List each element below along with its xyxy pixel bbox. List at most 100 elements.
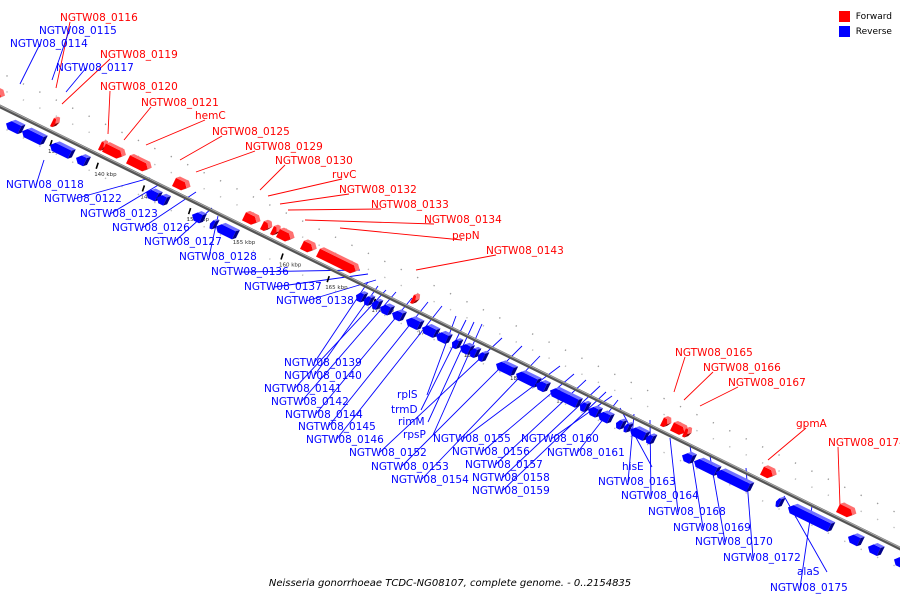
reverse-gene[interactable] bbox=[866, 540, 885, 557]
forward-gene-label[interactable]: ruvC bbox=[332, 169, 357, 181]
reverse-gene-label[interactable]: rplS bbox=[397, 389, 418, 401]
reverse-gene-label[interactable]: NGTW08_0145 bbox=[298, 421, 376, 433]
forward-gene-label[interactable]: gpmA bbox=[796, 418, 828, 430]
reverse-gene-label[interactable]: NGTW08_0170 bbox=[695, 536, 773, 548]
reverse-gene-label[interactable]: NGTW08_0146 bbox=[306, 434, 384, 446]
forward-gene-label[interactable]: NGTW08_0120 bbox=[100, 81, 178, 93]
reverse-gene[interactable] bbox=[434, 328, 453, 345]
reverse-gene[interactable] bbox=[354, 289, 369, 304]
reverse-gene[interactable] bbox=[786, 501, 836, 533]
forward-gene[interactable] bbox=[682, 426, 694, 440]
reverse-gene-label[interactable]: hisE bbox=[622, 461, 644, 473]
reverse-gene[interactable] bbox=[548, 384, 583, 409]
forward-gene[interactable] bbox=[410, 292, 422, 306]
reverse-gene[interactable] bbox=[846, 530, 865, 547]
reverse-gene[interactable] bbox=[208, 217, 220, 231]
reverse-gene[interactable] bbox=[420, 321, 441, 339]
reverse-gene[interactable] bbox=[390, 306, 407, 323]
reverse-gene-label[interactable]: NGTW08_0139 bbox=[284, 357, 362, 369]
reverse-gene[interactable] bbox=[370, 296, 384, 311]
forward-gene[interactable] bbox=[276, 226, 297, 244]
reverse-gene-label[interactable]: NGTW08_0155 bbox=[433, 433, 511, 445]
forward-gene-label[interactable]: NGTW08_0166 bbox=[703, 362, 781, 374]
reverse-gene-label[interactable]: NGTW08_0154 bbox=[391, 474, 469, 486]
forward-gene-label[interactable]: NGTW08_0132 bbox=[339, 184, 417, 196]
reverse-gene-label[interactable]: NGTW08_0117 bbox=[56, 62, 134, 74]
reverse-gene[interactable] bbox=[614, 416, 628, 431]
reverse-gene[interactable] bbox=[892, 553, 900, 571]
reverse-gene[interactable] bbox=[450, 336, 464, 351]
reverse-gene-label[interactable]: NGTW08_0142 bbox=[271, 396, 349, 408]
reverse-gene[interactable] bbox=[514, 367, 542, 389]
reverse-gene[interactable] bbox=[214, 220, 240, 241]
reverse-gene-label[interactable]: NGTW08_0164 bbox=[621, 490, 699, 502]
reverse-gene-label[interactable]: NGTW08_0114 bbox=[10, 38, 88, 50]
reverse-gene-label[interactable]: NGTW08_0140 bbox=[284, 370, 362, 382]
reverse-gene[interactable] bbox=[404, 313, 425, 331]
forward-gene-label[interactable]: NGTW08_0130 bbox=[275, 155, 353, 167]
forward-gene-label[interactable]: NGTW08_0129 bbox=[245, 141, 323, 153]
reverse-gene[interactable] bbox=[362, 292, 376, 307]
reverse-gene-label[interactable]: NGTW08_0127 bbox=[144, 236, 222, 248]
reverse-gene-label[interactable]: rpsP bbox=[403, 429, 426, 441]
forward-gene[interactable] bbox=[316, 246, 362, 277]
reverse-gene[interactable] bbox=[644, 431, 658, 446]
forward-gene-label[interactable]: NGTW08_0167 bbox=[728, 377, 806, 389]
reverse-gene[interactable] bbox=[534, 377, 551, 394]
forward-gene-label[interactable]: NGTW08_0134 bbox=[424, 214, 502, 226]
reverse-gene[interactable] bbox=[74, 151, 91, 168]
reverse-gene[interactable] bbox=[622, 420, 634, 434]
forward-gene-label[interactable]: NGTW08_0174 bbox=[828, 437, 900, 449]
forward-gene-label[interactable]: NGTW08_0165 bbox=[675, 347, 753, 359]
reverse-gene[interactable] bbox=[578, 399, 592, 414]
forward-gene[interactable] bbox=[126, 153, 154, 175]
reverse-gene[interactable] bbox=[596, 407, 615, 424]
reverse-gene-label[interactable]: NGTW08_0153 bbox=[371, 461, 449, 473]
reverse-gene-label[interactable]: NGTW08_0168 bbox=[648, 506, 726, 518]
forward-gene[interactable] bbox=[172, 175, 193, 193]
forward-gene[interactable] bbox=[836, 501, 858, 520]
reverse-gene-label[interactable]: NGTW08_0128 bbox=[179, 251, 257, 263]
reverse-gene[interactable] bbox=[680, 449, 697, 466]
reverse-gene[interactable] bbox=[468, 345, 482, 360]
reverse-gene-label[interactable]: NGTW08_0138 bbox=[276, 295, 354, 307]
reverse-gene-label[interactable]: NGTW08_0172 bbox=[723, 552, 801, 564]
reverse-gene-label[interactable]: NGTW08_0156 bbox=[452, 446, 530, 458]
reverse-gene[interactable] bbox=[190, 208, 207, 225]
reverse-gene-label[interactable]: NGTW08_0163 bbox=[598, 476, 676, 488]
forward-gene-label[interactable]: NGTW08_0125 bbox=[212, 126, 290, 138]
forward-gene-label[interactable]: hemC bbox=[195, 110, 226, 122]
reverse-gene-label[interactable]: NGTW08_0126 bbox=[112, 222, 190, 234]
reverse-gene-label[interactable]: NGTW08_0136 bbox=[211, 266, 289, 278]
reverse-gene-label[interactable]: NGTW08_0160 bbox=[521, 433, 599, 445]
forward-gene[interactable] bbox=[300, 238, 319, 255]
reverse-gene-label[interactable]: NGTW08_0161 bbox=[547, 447, 625, 459]
reverse-gene-label[interactable]: NGTW08_0175 bbox=[770, 582, 848, 594]
reverse-gene[interactable] bbox=[155, 191, 172, 207]
reverse-gene[interactable] bbox=[494, 357, 519, 377]
reverse-gene-label[interactable]: NGTW08_0141 bbox=[264, 383, 342, 395]
forward-gene-label[interactable]: NGTW08_0119 bbox=[100, 49, 178, 61]
reverse-gene-label[interactable]: NGTW08_0158 bbox=[472, 472, 550, 484]
reverse-gene-label[interactable]: NGTW08_0157 bbox=[465, 459, 543, 471]
forward-gene[interactable] bbox=[270, 223, 282, 237]
forward-gene-label[interactable]: NGTW08_0116 bbox=[60, 12, 138, 24]
forward-gene[interactable] bbox=[260, 218, 274, 233]
reverse-gene[interactable] bbox=[774, 495, 786, 509]
reverse-gene-label[interactable]: NGTW08_0169 bbox=[673, 522, 751, 534]
reverse-gene[interactable] bbox=[4, 117, 26, 136]
forward-gene[interactable] bbox=[760, 464, 779, 481]
forward-gene[interactable] bbox=[0, 86, 7, 103]
reverse-gene-label[interactable]: NGTW08_0152 bbox=[349, 447, 427, 459]
forward-gene-label[interactable]: NGTW08_0133 bbox=[371, 199, 449, 211]
forward-gene-label[interactable]: NGTW08_0143 bbox=[486, 245, 564, 257]
reverse-gene-label[interactable]: NGTW08_0144 bbox=[285, 409, 363, 421]
reverse-gene-label[interactable]: NGTW08_0123 bbox=[80, 208, 158, 220]
reverse-gene[interactable] bbox=[48, 138, 76, 160]
reverse-gene-label[interactable]: NGTW08_0115 bbox=[39, 25, 117, 37]
reverse-gene[interactable] bbox=[628, 423, 651, 442]
forward-gene-label[interactable]: pepN bbox=[452, 230, 480, 242]
reverse-gene-label[interactable]: NGTW08_0118 bbox=[6, 179, 84, 191]
reverse-gene[interactable] bbox=[692, 455, 722, 478]
reverse-gene[interactable] bbox=[458, 340, 475, 357]
